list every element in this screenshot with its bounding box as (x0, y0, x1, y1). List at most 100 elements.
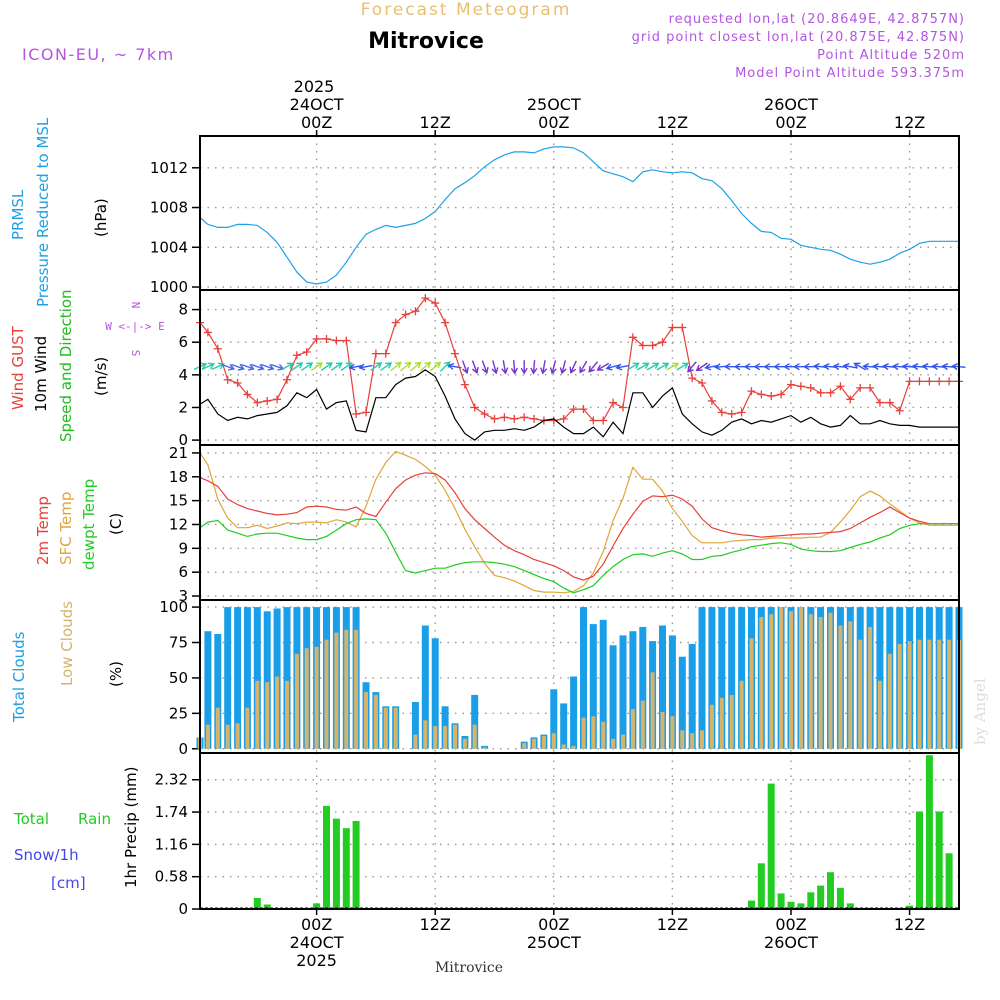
low-cloud-bar (680, 730, 685, 749)
bottom-location: Mitrovice (435, 960, 503, 976)
low-cloud-bar (551, 733, 556, 749)
rain-bar (817, 885, 825, 909)
gust-marker (342, 336, 351, 345)
compass-we: W <-|-> E (105, 320, 165, 333)
wind-direction-arrow (481, 360, 489, 375)
gust-marker (599, 416, 608, 425)
clouds-unit-label: (%) (107, 661, 125, 687)
low-cloud-bar (314, 646, 319, 749)
wind-direction-label: Speed and Direction (57, 289, 75, 442)
total-cloud-bar (599, 619, 607, 749)
total-cloud-bar (619, 635, 627, 749)
gust-marker (322, 334, 331, 343)
y-tick-label: 18 (169, 468, 188, 486)
bottom-date-label: 24OCT (290, 933, 344, 952)
low-cloud-bar (887, 653, 892, 749)
low-cloud-bar (413, 734, 418, 749)
total-cloud-bar (629, 631, 637, 749)
low-cloud-bar (690, 733, 695, 749)
gust-marker (213, 344, 222, 353)
low-cloud-bar (453, 724, 457, 749)
gust-marker (391, 318, 400, 327)
y-tick-label: 1008 (150, 199, 188, 217)
y-tick-label: 0 (178, 740, 188, 758)
top-hour-label: 12Z (657, 113, 688, 132)
gust-marker (223, 375, 232, 384)
low-cloud-bar (779, 607, 784, 749)
gust-marker (352, 410, 361, 418)
wind-direction-arrow (510, 360, 519, 375)
top-date-label: 24OCT (290, 95, 344, 114)
low-cloud-bar (591, 716, 596, 749)
gust-marker (806, 383, 815, 392)
y-tick-label: 12 (169, 515, 188, 533)
gust-marker (846, 395, 855, 404)
wind-direction-arrow (695, 362, 708, 372)
low-cloud-bar (462, 738, 467, 749)
gust-marker (609, 398, 618, 407)
wind-direction-arrow (687, 361, 697, 373)
wind-direction-arrow (241, 363, 255, 371)
low-cloud-bar (265, 682, 270, 749)
total-cloud-bar (421, 625, 429, 749)
forecast-title: Forecast Meteogram (361, 0, 572, 20)
wind-direction-arrow (471, 360, 479, 375)
low-cloud-bar (660, 711, 665, 749)
low-cloud-bar (789, 611, 793, 749)
y-tick-label: 3 (178, 587, 188, 605)
low-cloud-bar (700, 730, 704, 749)
bottom-hour-label: 00Z (538, 915, 569, 934)
wind-direction-arrow (636, 362, 650, 371)
wind-unit-label: (m/s) (92, 357, 110, 396)
gust-marker (312, 334, 321, 343)
gust-marker (885, 398, 894, 407)
gust-marker (945, 377, 954, 386)
point-altitude: Point Altitude 520m (817, 48, 965, 63)
low-cloud-bar (482, 747, 487, 749)
gust-marker (589, 416, 598, 425)
bottom-hour-label: 12Z (420, 915, 451, 934)
total-cloud-bar (411, 702, 419, 749)
gust-marker (796, 382, 805, 391)
wind-direction-arrow (400, 361, 412, 372)
low-cloud-bar (364, 692, 368, 749)
total-cloud-bar (560, 703, 568, 749)
gust-marker (460, 380, 469, 389)
y-tick-label: 0.58 (155, 868, 188, 886)
gust-marker (362, 408, 371, 417)
total-clouds-label: Total Clouds (10, 631, 28, 723)
gust-marker (925, 377, 934, 386)
temp-sfc-label: SFC Temp (57, 492, 75, 565)
gust-marker (698, 379, 707, 387)
y-tick-label: 21 (169, 444, 188, 462)
gust-marker (628, 333, 637, 342)
low-cloud-bar (947, 639, 952, 749)
wind-direction-arrow (440, 361, 451, 372)
rain-bar (945, 853, 953, 909)
rain-bar (263, 904, 271, 909)
wind-direction-arrow (588, 361, 599, 373)
total-cloud-bar (243, 607, 251, 749)
bottom-hour-label: 00Z (301, 915, 332, 934)
wind-direction-arrow (646, 362, 660, 371)
low-cloud-bar (818, 617, 823, 749)
total-cloud-bar (224, 607, 232, 749)
wind-direction-arrow (615, 363, 630, 371)
total-cloud-bar (876, 607, 884, 749)
wind-direction-arrow (429, 361, 442, 372)
gust-marker (302, 348, 311, 356)
gust-marker (836, 382, 845, 391)
precip-panel: 0 0.58 1.16 1.74 2.32 (155, 753, 959, 918)
gust-marker (450, 349, 459, 358)
low-cloud-bar (423, 720, 428, 749)
rain-bar (352, 821, 360, 909)
low-cloud-bar (838, 625, 843, 749)
panel-frame (199, 752, 960, 910)
gust-marker (757, 390, 766, 399)
rain-bar (797, 903, 805, 909)
wind-direction-arrow (559, 360, 567, 375)
low-cloud-bar (294, 653, 299, 749)
y-tick-label: 1000 (150, 278, 188, 296)
wind-direction-arrow (320, 362, 333, 371)
